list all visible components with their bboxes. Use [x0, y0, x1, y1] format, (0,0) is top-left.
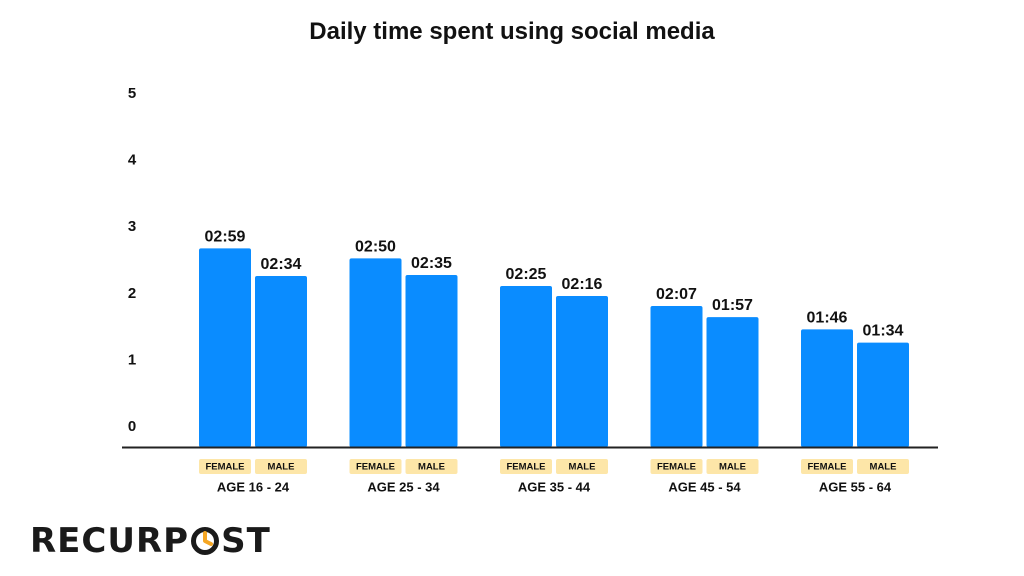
- value-label: 02:25: [506, 266, 547, 283]
- series-tag-label: MALE: [719, 462, 746, 473]
- category-label: AGE 45 - 54: [668, 479, 741, 494]
- series-tag-bg: [199, 459, 251, 474]
- series-tag-bg: [500, 459, 552, 474]
- series-tag-label: MALE: [870, 462, 897, 473]
- value-label: 01:46: [807, 309, 848, 326]
- bar-male: [556, 296, 608, 447]
- category-label: AGE 55 - 64: [819, 479, 892, 494]
- bar-female: [349, 258, 402, 447]
- category-label: AGE 35 - 44: [518, 479, 591, 494]
- bar-female: [650, 306, 703, 447]
- recurpost-logo: RECURP ST: [30, 524, 271, 558]
- series-tag-label: FEMALE: [205, 462, 244, 473]
- value-label: 01:57: [712, 297, 753, 314]
- bar-female: [500, 286, 552, 447]
- bar-male: [706, 317, 759, 447]
- series-tags: FEMALE MALE FEMALE MALE FEMALE MALE FEMALE MALE…: [199, 459, 909, 474]
- series-tag-bg: [857, 459, 909, 474]
- series-tag-label: MALE: [418, 462, 445, 473]
- bar-female: [801, 329, 853, 447]
- y-tick-label: 5: [128, 85, 136, 102]
- bar-male: [857, 342, 909, 447]
- category-labels: AGE 16 - 24 AGE 25 - 34 AGE 35 - 44 AGE 45 …: [217, 479, 892, 494]
- category-label: AGE 25 - 34: [367, 479, 440, 494]
- value-labels: 02:59 02:34 02:50 02:35 02:25 02:16 02:07 01:57…: [205, 228, 904, 339]
- y-tick-label: 3: [128, 218, 136, 235]
- series-tag-label: MALE: [569, 462, 596, 473]
- series-tag-bg: [405, 459, 458, 474]
- series-tag-label: MALE: [268, 462, 295, 473]
- series-tag-bg: [801, 459, 853, 474]
- series-tag-bg: [556, 459, 608, 474]
- value-label: 02:16: [562, 276, 603, 293]
- value-label: 02:59: [205, 228, 246, 245]
- series-tag-label: FEMALE: [807, 462, 846, 473]
- series-tag-label: FEMALE: [356, 462, 395, 473]
- y-tick-label: 0: [128, 418, 136, 435]
- value-label: 02:35: [411, 255, 452, 272]
- series-tag-bg: [255, 459, 307, 474]
- series-tag-bg: [349, 459, 402, 474]
- y-tick-label: 2: [128, 285, 136, 302]
- bar-female: [199, 248, 251, 447]
- value-label: 02:34: [261, 256, 302, 273]
- value-label: 02:07: [656, 286, 697, 303]
- clock-icon: [191, 527, 220, 555]
- logo-text-right: ST: [221, 521, 271, 561]
- series-tag-bg: [706, 459, 759, 474]
- logo-text-left: RECURP: [30, 521, 190, 561]
- chart-title: Daily time spent using social media: [309, 18, 715, 45]
- value-label: 01:34: [863, 323, 904, 340]
- series-tag-bg: [650, 459, 703, 474]
- series-tag-label: FEMALE: [657, 462, 696, 473]
- y-axis-ticks: 0 1 2 3 4 5: [128, 85, 137, 435]
- value-label: 02:50: [355, 238, 396, 255]
- bar-male: [255, 276, 307, 447]
- y-tick-label: 1: [128, 351, 136, 368]
- series-tag-label: FEMALE: [506, 462, 545, 473]
- bar-male: [405, 274, 458, 447]
- y-tick-label: 4: [128, 152, 137, 169]
- category-label: AGE 16 - 24: [217, 479, 290, 494]
- bars: [199, 248, 909, 447]
